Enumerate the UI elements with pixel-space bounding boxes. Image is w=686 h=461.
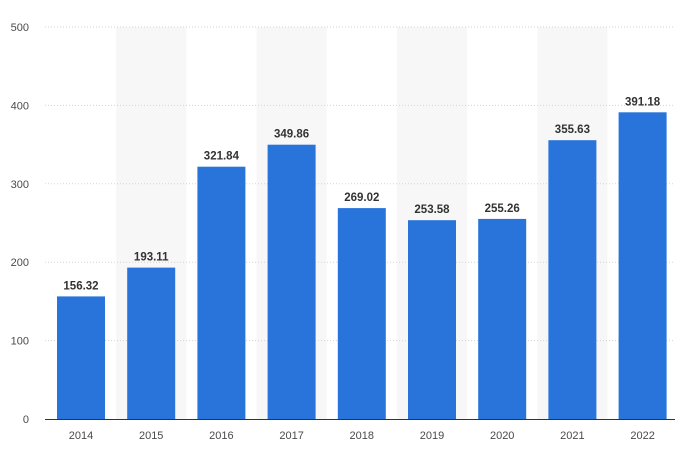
y-tick-label: 0 [23,414,29,426]
x-axis-ticks: 2014 2015 2016 2017 2018 2019 2020 2021 2022 [69,430,655,442]
data-labels: 156.32 193.11 321.84 349.86 269.02 253.58 255.… [63,96,660,292]
x-tick-label-2021: 2021 [560,430,584,442]
y-tick-label: 100 [11,336,29,348]
x-tick-label-2019: 2019 [420,430,444,442]
bar-2019[interactable] [408,220,456,419]
data-label-2021: 355.63 [555,124,590,136]
data-label-2022: 391.18 [625,96,661,108]
bar-2018[interactable] [337,208,386,419]
y-tick-label: 500 [11,22,29,34]
y-tick-label: 400 [11,100,29,112]
x-tick-label-2016: 2016 [209,430,233,442]
y-tick-label: 200 [11,257,29,269]
y-axis-ticks: 0 100 200 300 400 500 [11,22,29,426]
bar-2014[interactable] [57,296,105,419]
data-label-2014: 156.32 [63,280,98,292]
bar-2021[interactable] [548,140,597,419]
x-tick-label-2015: 2015 [139,430,163,442]
x-tick-label-2020: 2020 [490,430,514,442]
bar-2015[interactable] [127,267,176,419]
data-label-2017: 349.86 [274,129,309,141]
y-tick-label: 300 [11,179,29,191]
bar-2022[interactable] [618,112,667,420]
x-tick-label-2014: 2014 [69,430,93,442]
data-label-2016: 321.84 [204,151,240,163]
data-label-2020: 255.26 [485,203,520,215]
bars [57,112,667,420]
x-tick-label-2022: 2022 [630,430,654,442]
data-label-2015: 193.11 [134,252,169,264]
bar-2020[interactable] [478,218,527,419]
bar-2016[interactable] [197,166,246,419]
x-tick-label-2018: 2018 [350,430,374,442]
bar-2017[interactable] [267,144,316,419]
data-label-2019: 253.58 [414,204,450,216]
data-label-2018: 269.02 [344,192,379,204]
x-tick-label-2017: 2017 [279,430,303,442]
